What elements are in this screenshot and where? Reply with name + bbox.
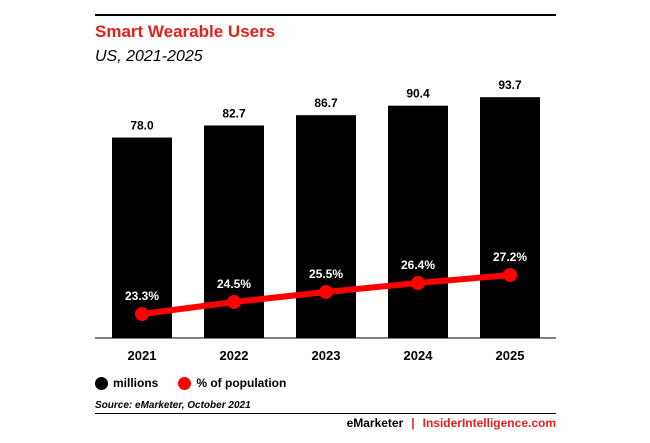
population-point-2024: [411, 276, 425, 290]
bar-2023: [296, 115, 356, 338]
chart-card: Smart Wearable Users US, 2021-2025 78.0 8…: [95, 14, 556, 430]
bar-2021: [112, 137, 172, 338]
bar-value-label-2024: 90.4: [406, 87, 430, 101]
brand-emarketer: eMarketer: [346, 416, 404, 430]
chart-title: Smart Wearable Users: [95, 22, 276, 41]
population-point-2021: [135, 307, 149, 321]
brand-footer: eMarketer | InsiderIntelligence.com: [347, 416, 556, 430]
bar-value-label-2023: 86.7: [314, 96, 338, 110]
brand-separator: |: [411, 416, 415, 430]
chart-legend: millions % of population: [95, 375, 306, 391]
chart-subtitle: US, 2021-2025: [95, 48, 203, 65]
legend-item-millions: millions: [95, 376, 158, 390]
x-tick-label-2025: 2025: [496, 348, 525, 363]
source-note: Source: eMarketer, October 2021: [95, 400, 251, 411]
population-label-2021: 23.3%: [125, 289, 159, 303]
population-point-2023: [319, 285, 333, 299]
legend-label-population: % of population: [196, 376, 287, 390]
population-label-2022: 24.5%: [217, 277, 251, 291]
x-tick-label-2024: 2024: [404, 348, 434, 363]
population-label-2024: 26.4%: [401, 258, 435, 272]
brand-insider-intelligence: InsiderIntelligence.com: [422, 416, 556, 430]
top-rule: [95, 14, 556, 16]
population-point-2025: [503, 268, 517, 282]
bar-2025: [480, 97, 540, 338]
x-tick-label-2022: 2022: [220, 348, 249, 363]
x-tick-label-2023: 2023: [312, 348, 341, 363]
population-label-2025: 27.2%: [493, 250, 527, 264]
population-point-2022: [227, 295, 241, 309]
bar-value-label-2021: 78.0: [130, 119, 154, 133]
legend-swatch-population: [178, 376, 192, 390]
legend-label-millions: millions: [113, 376, 159, 390]
bar-value-label-2025: 93.7: [498, 78, 522, 92]
bar-2024: [388, 105, 448, 338]
bottom-rule: [95, 413, 556, 414]
legend-swatch-millions: [95, 376, 108, 390]
bar-value-label-2022: 82.7: [222, 106, 246, 120]
x-tick-label-2021: 2021: [128, 348, 157, 363]
population-label-2023: 25.5%: [309, 267, 343, 281]
legend-item-population: % of population: [178, 376, 286, 390]
chart-plot: 78.0 82.7 86.7 90.4 93.7 2021 2022 2023 2024 2025…: [95, 78, 556, 363]
